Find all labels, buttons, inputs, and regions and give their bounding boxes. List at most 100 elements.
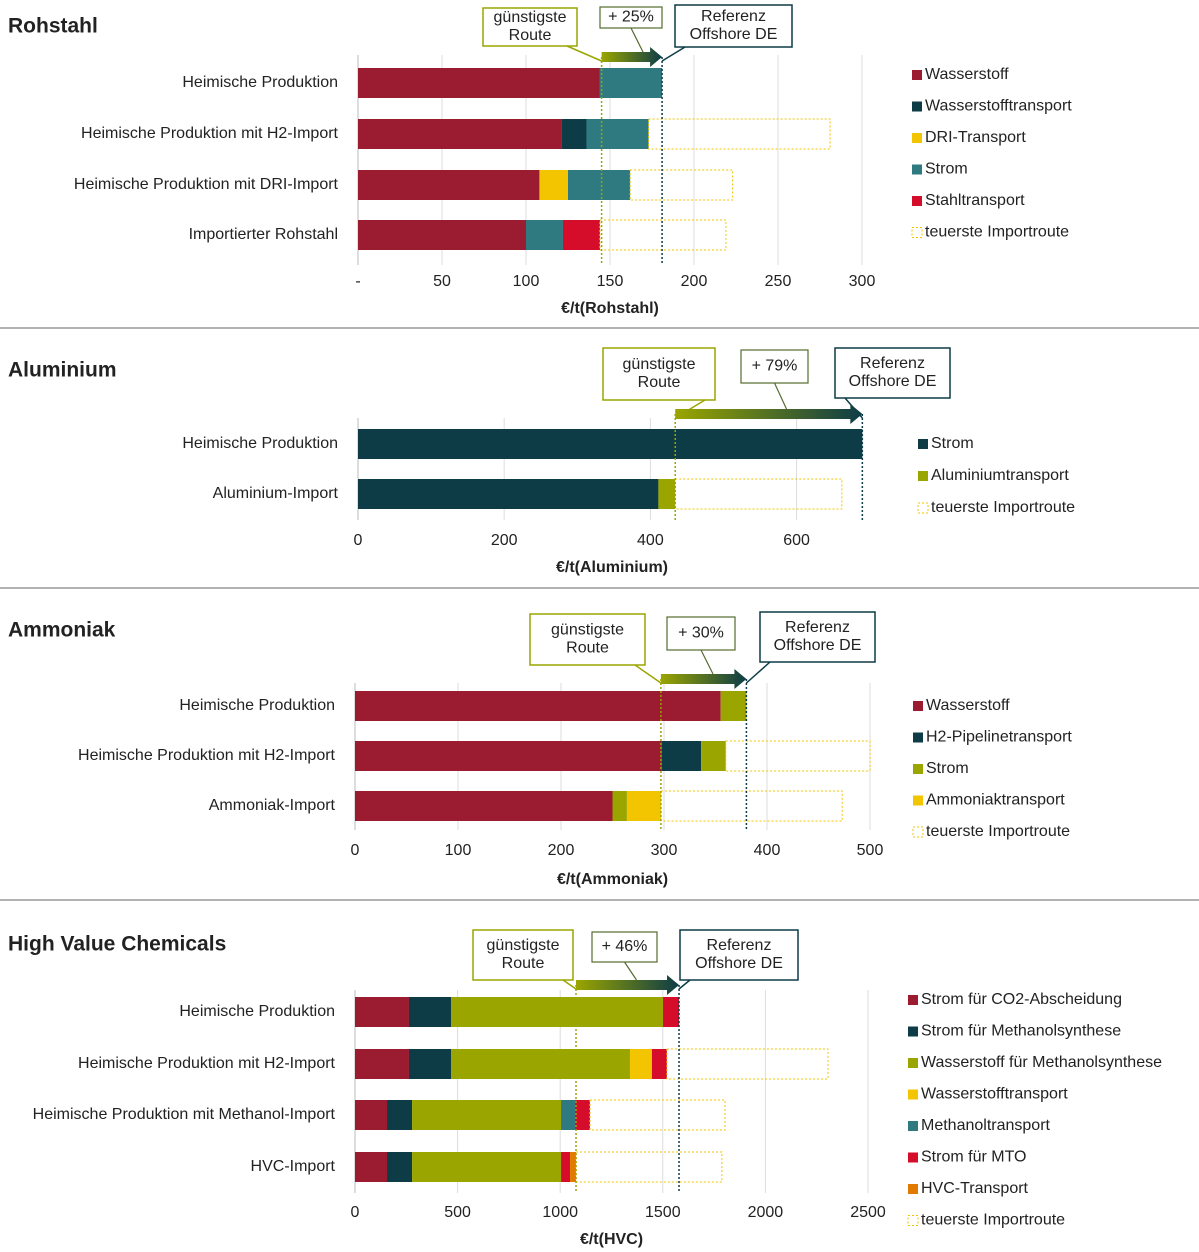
y-tick-label: Heimische Produktion [182, 74, 338, 91]
legend-label: teuerste Importroute [921, 1212, 1065, 1229]
legend-swatch [908, 1121, 918, 1131]
y-tick-label: Heimische Produktion [179, 1003, 335, 1020]
callout-label: günstigste [487, 937, 560, 954]
y-tick-label: Heimische Produktion [182, 435, 338, 452]
x-tick-label: 600 [783, 532, 810, 549]
x-tick-label: 400 [754, 842, 781, 859]
bar-segment [355, 1152, 388, 1182]
bar-segment [539, 170, 568, 200]
legend-label: teuerste Importroute [926, 823, 1070, 840]
x-tick-label: 1000 [542, 1204, 578, 1221]
legend-swatch [913, 701, 923, 711]
x-tick-label: 0 [351, 842, 360, 859]
change-label: + 30% [678, 625, 724, 642]
x-axis-label: €/t(HVC) [580, 1231, 643, 1248]
bar-segment [387, 1100, 413, 1130]
bar-segment [358, 479, 659, 509]
bar-segment [358, 119, 562, 149]
bar-segment [451, 997, 664, 1027]
callout-label: Route [566, 640, 609, 657]
x-tick-label: 0 [354, 532, 363, 549]
legend-swatch [913, 795, 923, 806]
chart-title: Aluminium [8, 359, 117, 382]
legend-swatch [908, 1026, 918, 1037]
legend-label: Strom [931, 435, 974, 452]
callout-pointer [678, 979, 691, 990]
legend-swatch [912, 101, 922, 112]
bar-segment [575, 1151, 723, 1183]
legend-swatch [912, 196, 922, 206]
legend-swatch [908, 1152, 918, 1163]
legend-swatch [918, 471, 928, 481]
bar-segment [358, 220, 526, 250]
bar-segment [358, 170, 540, 200]
callout-label: günstigste [551, 622, 624, 639]
callout-label: Referenz [785, 619, 850, 636]
callout-label: Offshore DE [774, 637, 862, 654]
change-arrow [660, 669, 747, 689]
bar-segment [599, 219, 727, 251]
chart-title: Rohstahl [8, 15, 98, 38]
callout-pointer [634, 664, 662, 684]
bar-segment [589, 1099, 726, 1131]
legend-label: Strom für MTO [921, 1149, 1027, 1166]
bar-segment [412, 1152, 562, 1182]
legend-label: Strom [925, 161, 968, 178]
x-tick-label: 500 [444, 1204, 471, 1221]
legend-label: Wasserstoff [925, 66, 1009, 83]
callout-label: Route [509, 27, 552, 44]
y-tick-label: Heimische Produktion mit H2-Import [78, 1055, 336, 1072]
legend-swatch [912, 133, 922, 143]
legend-label: teuerste Importroute [925, 224, 1069, 241]
bar-segment [568, 170, 631, 200]
bar-segment [355, 741, 662, 771]
x-axis-label: €/t(Aluminium) [556, 559, 668, 576]
y-tick-label: HVC-Import [251, 1158, 336, 1175]
bar-segment [626, 791, 661, 821]
legend-label: Wasserstoff für Methanolsynthese [921, 1054, 1162, 1071]
legend-label: teuerste Importroute [931, 499, 1075, 516]
change-label: + 46% [602, 938, 648, 955]
legend-swatch [917, 502, 929, 514]
legend-swatch [912, 826, 924, 838]
legend-swatch [908, 1089, 918, 1100]
bar-segment [586, 119, 649, 149]
change-label: + 25% [608, 9, 654, 26]
bar-segment [562, 220, 600, 250]
change-pointer [773, 382, 788, 410]
callout-label: günstigste [494, 9, 567, 26]
legend-label: Strom [926, 760, 969, 777]
x-tick-label: 300 [849, 273, 876, 290]
x-tick-label: 500 [857, 842, 884, 859]
legend-swatch [918, 439, 928, 449]
bar-segment [612, 791, 627, 821]
bar-segment [660, 790, 843, 822]
bar-segment [648, 118, 831, 150]
legend-label: Methanoltransport [921, 1117, 1051, 1134]
callout-pointer [566, 45, 602, 62]
bar-segment [451, 1049, 630, 1079]
callout-label: Referenz [707, 937, 772, 954]
x-tick-label: 2000 [748, 1204, 784, 1221]
y-tick-label: Aluminium-Import [213, 485, 339, 502]
bar-segment [408, 1049, 452, 1079]
bar-segment [355, 691, 721, 721]
legend-swatch [907, 1215, 919, 1226]
legend-swatch [908, 1184, 918, 1194]
x-tick-label: 150 [597, 273, 624, 290]
legend-label: Wasserstofftransport [921, 1086, 1068, 1103]
bar-segment [666, 1048, 829, 1080]
legend-label: Wasserstoff [926, 697, 1010, 714]
bar-segment [658, 479, 676, 509]
change-label: + 79% [752, 358, 798, 375]
callout-label: Offshore DE [849, 373, 937, 390]
legend-swatch [913, 732, 923, 743]
legend-label: Ammoniaktransport [926, 792, 1065, 809]
callout-box [482, 7, 578, 47]
bar-segment [720, 691, 747, 721]
legend-label: H2-Pipelinetransport [926, 729, 1072, 746]
bar-segment [561, 1152, 571, 1182]
y-tick-label: Ammoniak-Import [209, 797, 336, 814]
x-axis-label: €/t(Ammoniak) [557, 871, 668, 888]
x-tick-label: 300 [651, 842, 678, 859]
